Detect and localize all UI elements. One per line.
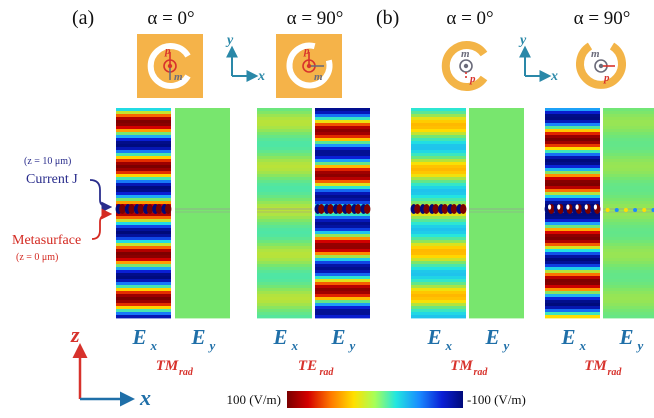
alpha-a90: α = 90° [287, 8, 344, 29]
unit-cell-b90: m p [576, 42, 626, 89]
axis-x-label-a: x [257, 69, 265, 84]
axis-y-label-b: y [518, 33, 527, 48]
field-map-1-1-ex [544, 108, 601, 319]
dipole-m-a90: m [314, 71, 323, 83]
mode-label-2: TM [450, 358, 473, 374]
field-map-1-1-ey [603, 108, 654, 319]
dipole-m-b0: m [461, 48, 470, 60]
field-label-3-0: E [560, 325, 575, 349]
axes-small-b: y x [518, 33, 558, 84]
mode-label-1: TE [298, 358, 317, 374]
field-map-1-0-ex [410, 108, 467, 319]
dipole-p-a90: p [303, 45, 310, 57]
alpha-b90: α = 90° [574, 8, 631, 29]
metasurface-pointer-arrow [91, 208, 113, 240]
field-label-1-0: E [272, 325, 287, 349]
mode-label-sub-0: rad [179, 367, 194, 378]
mode-label-sub-3: rad [608, 367, 623, 378]
colorbar: 100 (V/m) -100 (V/m) [226, 391, 526, 408]
field-map-0-1-ey [314, 108, 371, 319]
field-label-sub-1-0: x [291, 338, 299, 353]
field-label-sub-2-1: y [502, 338, 510, 353]
field-map-0-0-ey [175, 108, 230, 319]
mode-label-sub-2: rad [474, 367, 489, 378]
alpha-a0: α = 0° [147, 8, 194, 29]
dipole-p-b90: p [603, 72, 610, 84]
field-label-sub-2-0: x [445, 338, 453, 353]
colorbar-gradient [287, 391, 463, 408]
axis-z-label: z [70, 322, 80, 347]
field-label-3-1: E [618, 325, 633, 349]
panel-b-tag: (b) [376, 7, 399, 29]
field-map-1-0-ey [469, 108, 524, 319]
current-height-label: (z = 10 μm) [24, 156, 71, 167]
colorbar-min-label: -100 (V/m) [467, 392, 526, 407]
mode-label-0: TM [156, 358, 179, 374]
axis-x-label: x [139, 385, 151, 410]
metasurface-label: Metasurface [12, 233, 81, 248]
unit-cell-a90: p m [276, 34, 342, 98]
field-label-0-0: E [131, 325, 146, 349]
axis-x-label-b: x [550, 69, 558, 84]
field-maps [115, 108, 654, 319]
field-label-sub-1-1: y [348, 338, 356, 353]
alpha-b0: α = 0° [446, 8, 493, 29]
field-label-0-1: E [190, 325, 205, 349]
dipole-p-b0: p [469, 73, 476, 85]
axis-y-label-a: y [225, 33, 234, 48]
mode-label-sub-1: rad [320, 367, 335, 378]
dipole-m-b90: m [591, 48, 600, 60]
field-label-sub-3-0: x [579, 338, 587, 353]
field-label-sub-0-0: x [150, 338, 158, 353]
field-label-1-1: E [330, 325, 345, 349]
field-label-2-0: E [426, 325, 441, 349]
metasurface-height-label: (z = 0 μm) [16, 252, 58, 263]
field-label-sub-3-1: y [636, 338, 644, 353]
field-map-0-0-ex [115, 108, 172, 319]
mode-label-3: TM [584, 358, 607, 374]
axes-small-a: y x [225, 33, 265, 84]
colorbar-max-label: 100 (V/m) [226, 392, 281, 407]
dipole-p-a0: p [164, 45, 171, 57]
unit-cell-a0: p m [137, 34, 203, 98]
axes-big: z x [70, 322, 151, 410]
field-map-0-1-ex [257, 108, 312, 319]
current-pointer-arrow [89, 179, 113, 213]
unit-cell-b0: m p [441, 41, 488, 91]
dipole-m-a0: m [174, 71, 183, 83]
field-label-sub-0-1: y [208, 338, 216, 353]
current-label: Current J [26, 172, 78, 187]
panel-a-tag: (a) [72, 7, 94, 29]
field-label-2-1: E [484, 325, 499, 349]
